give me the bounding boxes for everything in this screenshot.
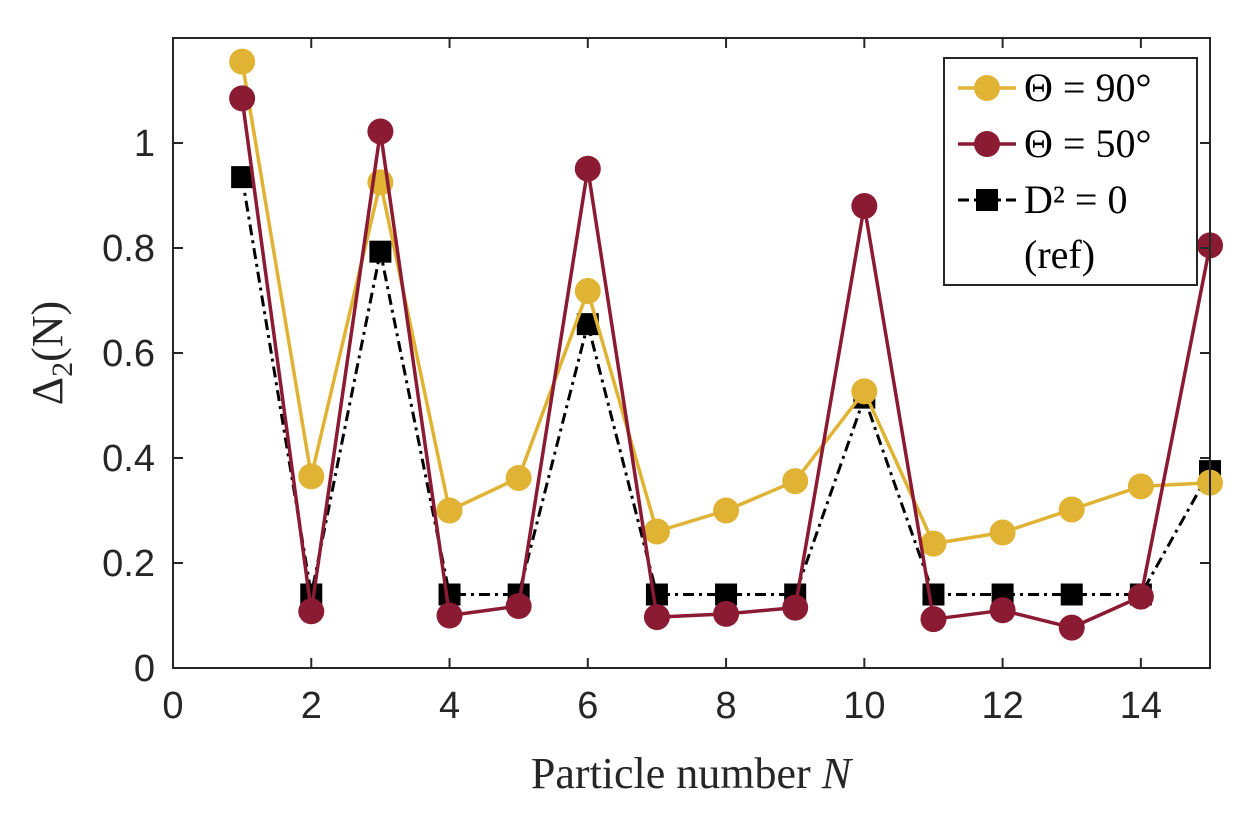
data-point-theta50 — [713, 600, 740, 627]
data-point-ref — [231, 166, 254, 189]
data-point-theta90 — [989, 519, 1016, 546]
data-point-theta50 — [782, 594, 809, 621]
legend-label-ref-line2: (ref) — [1024, 232, 1095, 277]
data-point-theta90 — [505, 464, 532, 491]
data-point-theta50 — [920, 606, 947, 633]
x-tick-label: 14 — [1120, 685, 1162, 727]
y-axis-label: Δ2(N) — [23, 301, 79, 405]
legend-marker-theta90 — [974, 75, 1000, 101]
data-point-theta90 — [229, 48, 256, 75]
y-tick-label: 0.2 — [102, 543, 155, 585]
data-point-theta50 — [505, 593, 532, 620]
legend-label-theta90: Θ = 90° — [1024, 65, 1151, 110]
data-point-theta90 — [851, 378, 878, 405]
data-point-theta50 — [229, 85, 256, 112]
data-point-theta90 — [1058, 496, 1085, 523]
legend-label-ref: D² = 0 — [1024, 177, 1127, 222]
data-point-theta90 — [298, 463, 325, 490]
x-tick-label: 12 — [981, 685, 1023, 727]
y-tick-label: 0.8 — [102, 228, 155, 270]
legend-marker-ref — [976, 189, 998, 211]
legend: Θ = 90° Θ = 50° D² = 0 (ref) — [943, 57, 1198, 286]
ticks-layer: 0 2 4 6 8 10 12 14 0 0.2 0.4 0.6 0.8 1 — [102, 38, 1210, 727]
data-point-theta90 — [574, 278, 601, 305]
data-point-theta50 — [1058, 614, 1085, 641]
data-point-theta50 — [643, 604, 670, 631]
data-point-ref — [438, 583, 461, 606]
data-point-ref — [369, 240, 392, 263]
x-tick-label: 2 — [301, 685, 322, 727]
series-layer — [229, 48, 1223, 641]
data-point-theta50 — [298, 598, 325, 625]
y-axis-label-args: (N) — [23, 301, 72, 362]
data-point-theta50 — [574, 155, 601, 182]
x-tick-label: 8 — [715, 685, 736, 727]
data-point-theta50 — [436, 602, 463, 629]
y-axis-label-subscript: 2 — [46, 362, 79, 377]
data-point-theta50 — [989, 597, 1016, 624]
x-tick-label: 0 — [162, 685, 183, 727]
x-axis-label-var: N — [821, 749, 854, 798]
y-tick-label: 1 — [134, 123, 155, 165]
data-point-ref — [922, 583, 945, 606]
series-line-ref — [240, 176, 1212, 596]
data-point-theta50 — [1127, 583, 1154, 610]
y-tick-label: 0.4 — [102, 438, 155, 480]
data-point-ref — [576, 313, 599, 336]
data-point-theta50 — [851, 193, 878, 219]
data-point-ref — [645, 583, 668, 606]
y-tick-label: 0 — [134, 648, 155, 690]
data-point-ref — [1060, 583, 1083, 606]
data-point-theta90 — [436, 497, 463, 524]
data-point-theta90 — [643, 518, 670, 545]
x-axis-label-text: Particle number — [531, 749, 822, 798]
data-point-ref — [715, 583, 738, 606]
legend-label-theta50: Θ = 50° — [1024, 121, 1151, 166]
x-tick-label: 10 — [843, 685, 885, 727]
x-axis-label: Particle number N — [531, 749, 854, 798]
data-point-theta90 — [713, 497, 740, 524]
x-tick-label: 6 — [577, 685, 598, 727]
data-point-theta90 — [920, 530, 947, 557]
y-tick-label: 0.6 — [102, 333, 155, 375]
legend-marker-theta50 — [974, 131, 1000, 157]
data-point-theta50 — [367, 118, 394, 145]
data-point-theta90 — [1127, 473, 1154, 500]
x-tick-label: 4 — [439, 685, 460, 727]
y-axis-label-symbol: Δ — [23, 377, 72, 405]
data-point-theta90 — [782, 468, 809, 495]
